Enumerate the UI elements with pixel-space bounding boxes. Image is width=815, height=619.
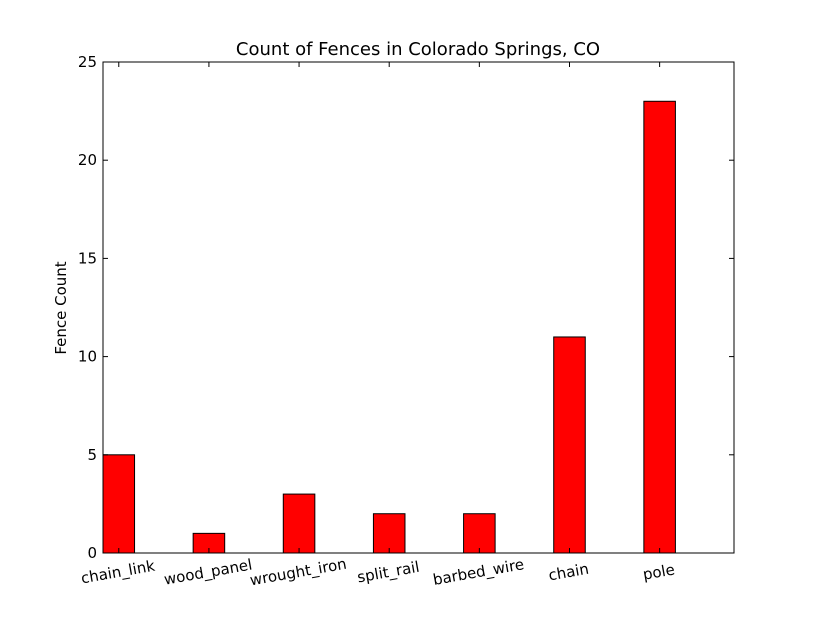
bar-pole [643, 100, 676, 554]
y-tick-label: 25 [78, 53, 97, 71]
y-tick-label: 10 [78, 348, 97, 366]
y-tick-label: 0 [87, 544, 97, 562]
bar-chain [553, 336, 586, 554]
bar-chain_link [102, 454, 136, 554]
y-axis-label: Fence Count [52, 261, 70, 354]
y-tick-label: 20 [78, 151, 97, 169]
x-tick-label-pole: pole [641, 560, 676, 583]
y-tick-label: 5 [87, 446, 97, 464]
bars-layer [102, 100, 676, 554]
bar-split_rail [372, 513, 406, 554]
chart-title: Count of Fences in Colorado Springs, CO [236, 39, 600, 60]
plot-frame [102, 61, 735, 554]
bar-barbed_wire [463, 513, 496, 554]
bar-wrought_iron [282, 493, 316, 554]
y-tick-label: 15 [78, 249, 97, 267]
